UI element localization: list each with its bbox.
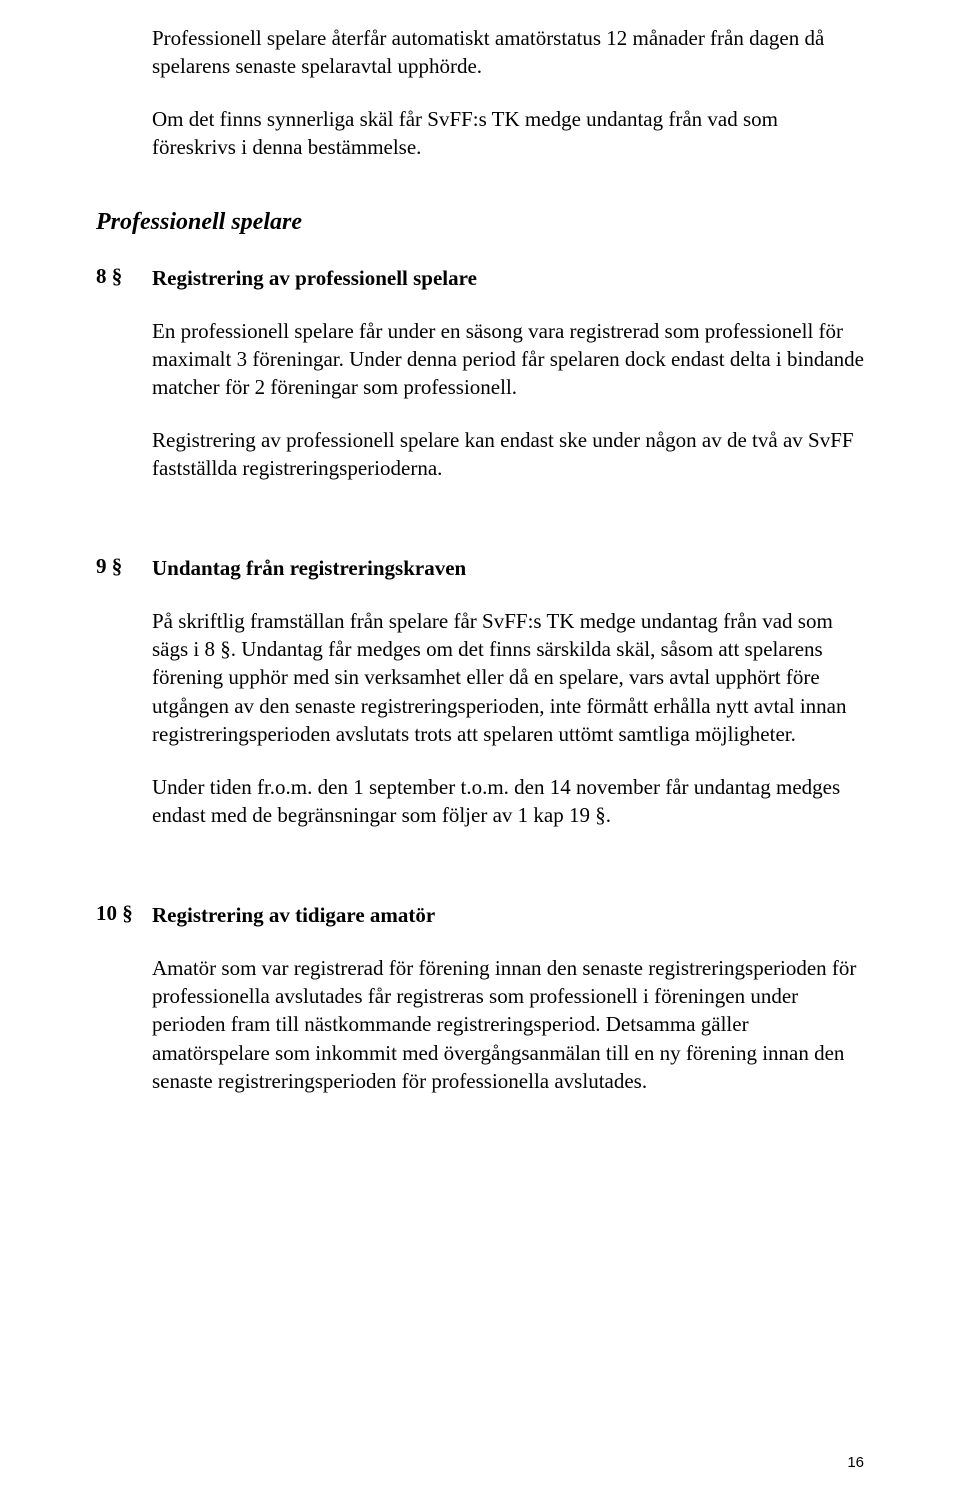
- section-heading: Professionell spelare: [96, 209, 864, 236]
- clause-content: Registrering av tidigare amatör Amatör s…: [152, 901, 864, 1119]
- page-number: 16: [847, 1454, 864, 1471]
- clause-title: Registrering av professionell spelare: [152, 264, 864, 292]
- clause-number: 9 §: [96, 554, 152, 579]
- clause-paragraph: Amatör som var registrerad för förening …: [152, 954, 864, 1096]
- clause-paragraph: En professionell spelare får under en sä…: [152, 317, 864, 402]
- clause-content: Undantag från registreringskraven På skr…: [152, 554, 864, 853]
- clause-number: 8 §: [96, 264, 152, 289]
- clause-content: Registrering av professionell spelare En…: [152, 264, 864, 506]
- intro-paragraph-1: Professionell spelare återfår automatisk…: [152, 24, 864, 81]
- intro-paragraph-2: Om det finns synnerliga skäl får SvFF:s …: [152, 105, 864, 162]
- clause-paragraph: Registrering av professionell spelare ka…: [152, 426, 864, 483]
- clause-9: 9 § Undantag från registreringskraven På…: [96, 554, 864, 853]
- clause-paragraph: På skriftlig framställan från spelare få…: [152, 607, 864, 749]
- clause-paragraph: Under tiden fr.o.m. den 1 september t.o.…: [152, 773, 864, 830]
- page: Professionell spelare återfår automatisk…: [0, 0, 960, 1511]
- clause-10: 10 § Registrering av tidigare amatör Ama…: [96, 901, 864, 1119]
- clause-title: Registrering av tidigare amatör: [152, 901, 864, 929]
- clause-title: Undantag från registreringskraven: [152, 554, 864, 582]
- clause-8: 8 § Registrering av professionell spelar…: [96, 264, 864, 506]
- intro-block: Professionell spelare återfår automatisk…: [152, 24, 864, 161]
- clause-number: 10 §: [96, 901, 152, 926]
